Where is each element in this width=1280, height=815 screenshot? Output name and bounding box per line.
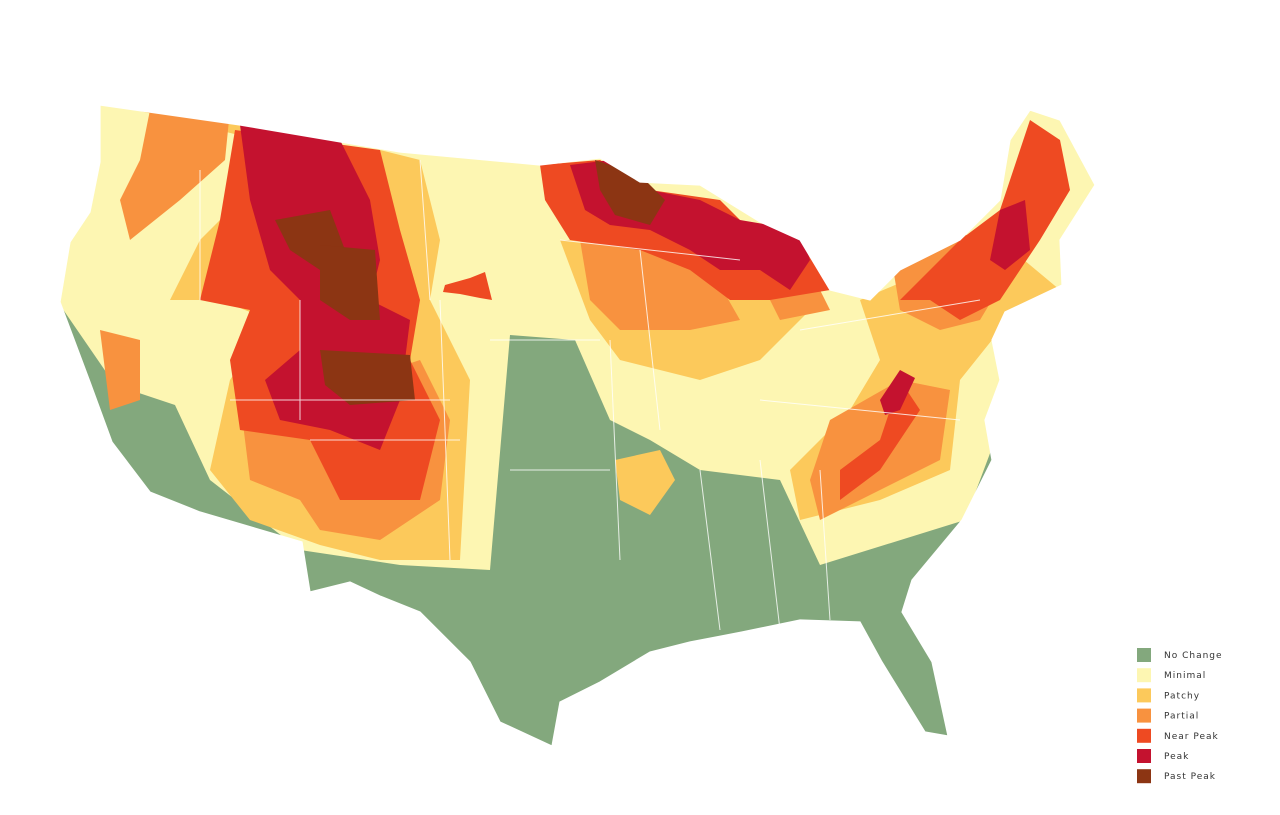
region-patchy bbox=[615, 450, 675, 515]
legend-label: Partial bbox=[1164, 712, 1199, 722]
legend-swatch bbox=[1137, 749, 1151, 763]
legend-swatch bbox=[1137, 728, 1151, 743]
region-past-peak bbox=[320, 245, 380, 320]
legend-swatch bbox=[1137, 769, 1151, 784]
legend-swatch bbox=[1137, 708, 1151, 723]
region-near-peak bbox=[443, 272, 492, 300]
region-partial bbox=[100, 330, 140, 410]
region-partial bbox=[120, 110, 230, 240]
legend-swatch bbox=[1137, 688, 1151, 703]
state-borders bbox=[199, 159, 981, 631]
legend-label: Minimal bbox=[1164, 671, 1206, 681]
legend-label: Near Peak bbox=[1164, 732, 1219, 742]
region-peak bbox=[880, 370, 915, 415]
legend-label: Past Peak bbox=[1164, 772, 1216, 782]
region-past-peak bbox=[320, 350, 415, 405]
legend-label: Peak bbox=[1164, 752, 1189, 762]
region-near-peak bbox=[900, 120, 1070, 320]
legend-swatch bbox=[1137, 668, 1151, 683]
region-peak bbox=[990, 200, 1030, 270]
legend-label: No Change bbox=[1164, 651, 1223, 661]
legend-swatch bbox=[1137, 648, 1151, 662]
region-past-peak bbox=[595, 160, 665, 225]
legend-label: Patchy bbox=[1164, 691, 1200, 701]
legend: No Change Minimal Patchy Partial Near Peak Pe… bbox=[1137, 648, 1223, 784]
